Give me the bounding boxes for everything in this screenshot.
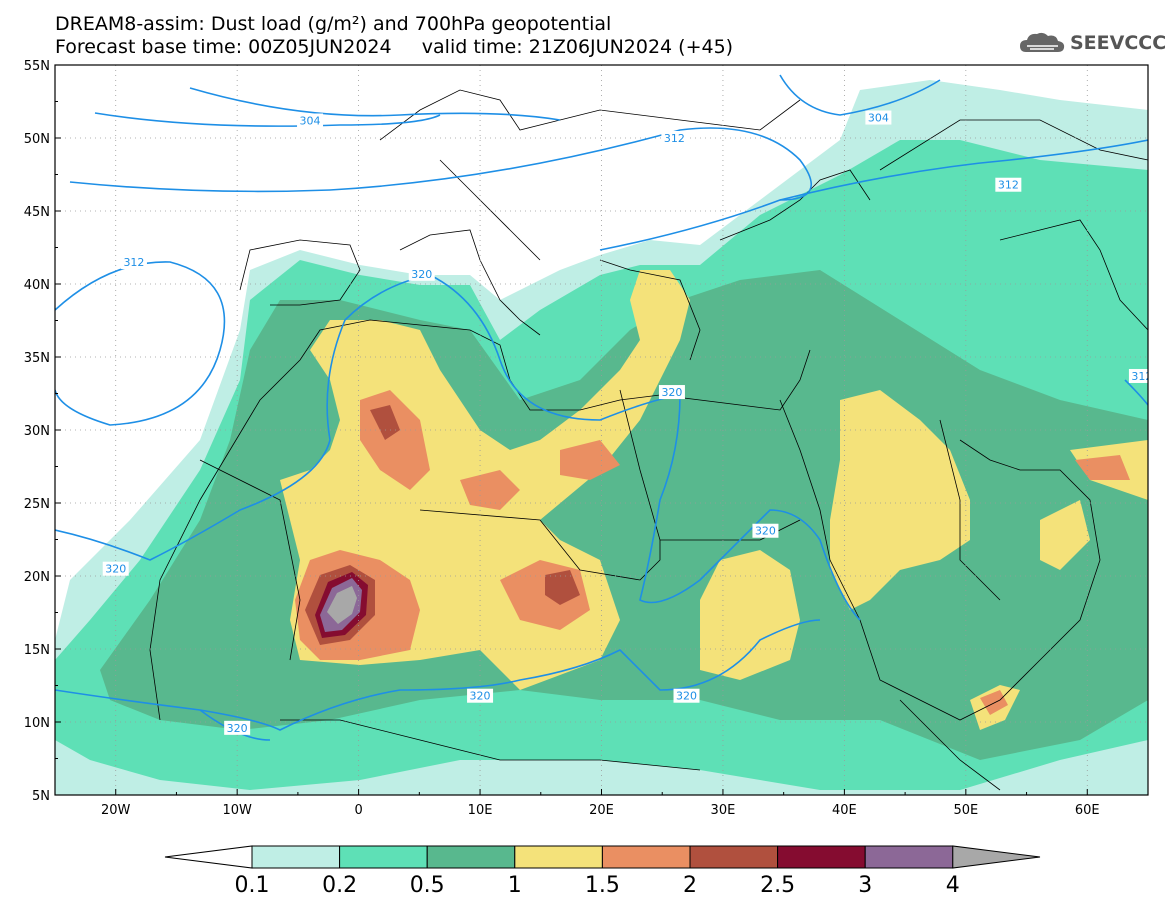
lon-label: 60E <box>1075 803 1100 818</box>
lon-label: 20W <box>101 803 131 818</box>
colorbar-box <box>777 845 866 869</box>
lat-label: 40N <box>24 278 50 293</box>
colorbar-label: 2.5 <box>760 873 795 898</box>
contour-label-bg <box>658 385 685 400</box>
colorbar-label: 0.5 <box>410 873 445 898</box>
contour-label: 320 <box>470 690 491 703</box>
contour-label-bg <box>865 110 892 125</box>
lat-label: 10N <box>24 716 50 731</box>
lon-label: 30E <box>711 803 736 818</box>
cloud-icon <box>1020 32 1065 52</box>
colorbar-label: 3 <box>858 873 872 898</box>
colorbar-label: 0.1 <box>235 873 270 898</box>
colorbar-box <box>689 845 779 869</box>
contour-label-bg <box>661 131 688 145</box>
colorbar-label: 2 <box>683 873 697 898</box>
colorbar-label: 1.5 <box>585 873 620 898</box>
colorbar-boxes <box>164 845 1041 869</box>
lat-label: 55N <box>24 59 50 74</box>
lon-label: 10W <box>222 803 252 818</box>
lat-label: 25N <box>24 497 50 512</box>
colorbar-label: 4 <box>946 873 960 898</box>
colorbar-box <box>864 845 954 869</box>
colorbar-box <box>601 845 691 869</box>
coastlines <box>149 89 1148 791</box>
lat-label: 35N <box>24 351 50 366</box>
contour-label: 312 <box>1131 370 1152 383</box>
lat-label: 30N <box>24 424 50 439</box>
axis-ticks <box>54 64 1149 796</box>
contour-label-bg <box>102 561 129 576</box>
colorbar-box <box>514 845 603 869</box>
lat-label: 50N <box>24 132 50 147</box>
seevccc-logo: SEEVCCC <box>1018 30 1165 56</box>
contour-label: 320 <box>755 525 776 538</box>
contour-label-bg <box>120 255 147 270</box>
contour-label: 320 <box>227 722 248 735</box>
dust-shading <box>55 80 1148 795</box>
contour-label-bg <box>408 266 435 281</box>
colorbar-arrow-high <box>952 845 1041 869</box>
colorbar-label: 0.2 <box>322 873 357 898</box>
colorbar-arrow-low <box>164 845 253 869</box>
lat-label: 5N <box>32 789 50 804</box>
contour-label-bg <box>673 688 700 703</box>
contour-label-bg <box>467 688 494 703</box>
contour-label: 304 <box>300 114 321 127</box>
colorbar-box <box>426 845 516 869</box>
contour-label: 320 <box>676 690 697 703</box>
contour-label: 312 <box>123 256 144 269</box>
lon-axis-labels: 20W 10W 0 10E 20E 30E 40E 50E 60E <box>101 803 1100 818</box>
contour-label-bg <box>1128 368 1148 383</box>
colorbar-box <box>339 845 428 869</box>
contour-label: 320 <box>105 563 126 576</box>
map-subtitle: Forecast base time: 00Z05JUN2024 valid t… <box>55 36 734 58</box>
lon-label: 10E <box>468 803 493 818</box>
lon-label: 50E <box>953 803 978 818</box>
contour-label-bg <box>224 720 251 735</box>
lat-label: 45N <box>24 205 50 220</box>
contour-label: 312 <box>664 132 685 145</box>
lon-label: 40E <box>832 803 857 818</box>
contour-label-bg <box>752 523 779 538</box>
contour-label-bg <box>297 113 324 128</box>
colorbar-labels: 0.1 0.2 0.5 1 1.5 2 2.5 3 4 <box>235 873 960 898</box>
lon-label: 0 <box>354 803 362 818</box>
colorbar-box <box>251 845 341 869</box>
contour-label: 312 <box>998 179 1019 192</box>
contour-label: 304 <box>868 112 889 125</box>
lon-label: 20E <box>589 803 614 818</box>
contour-label-bg <box>995 177 1022 192</box>
lat-label: 20N <box>24 570 50 585</box>
logo-text: SEEVCCC <box>1070 32 1165 54</box>
lat-axis-labels: 55N 50N 45N 40N 35N 30N 25N 20N 15N 10N 5N <box>24 59 50 804</box>
colorbar-label: 1 <box>508 873 522 898</box>
lat-label: 15N <box>24 643 50 658</box>
map-title: DREAM8-assim: Dust load (g/m²) and 700hP… <box>55 13 612 35</box>
gridlines <box>55 65 1148 795</box>
contour-label: 320 <box>411 268 432 281</box>
contour-label: 320 <box>661 386 682 399</box>
